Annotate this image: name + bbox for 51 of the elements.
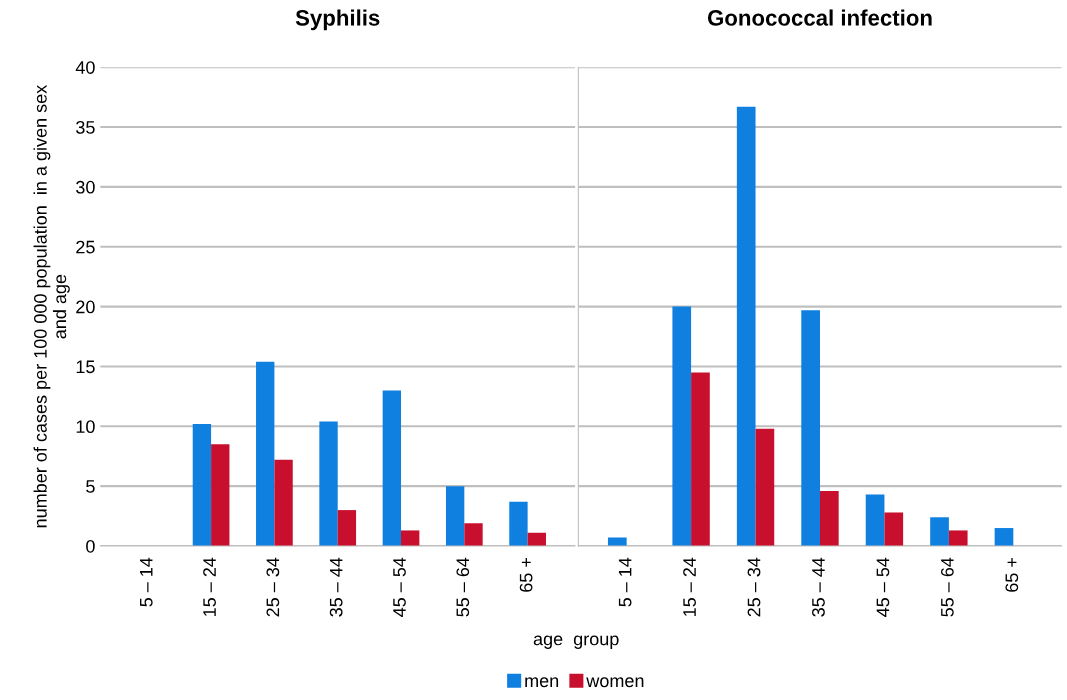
- x-tick-label: 45 – 54: [393, 557, 406, 617]
- bar: [865, 494, 885, 546]
- y-tick-label: 25: [76, 240, 95, 254]
- x-tick-label: 15 – 24: [683, 557, 696, 616]
- x-tick-label: 5 – 14: [618, 557, 632, 607]
- chart-title: Gonococcal infection: [707, 9, 932, 26]
- bar: [994, 528, 1014, 546]
- x-axis-title: age group: [533, 635, 619, 649]
- bar: [736, 106, 756, 546]
- bar: [274, 459, 293, 546]
- bar: [382, 390, 402, 546]
- chart-title: Syphilis: [295, 9, 380, 31]
- x-tick-label: 15 – 24: [203, 557, 216, 616]
- bar: [464, 523, 483, 546]
- y-axis-title: number of cases per 100 000 population in a given sex and age: [33, 84, 70, 528]
- legend-label: men: [525, 677, 559, 688]
- bar: [801, 310, 820, 546]
- bar: [930, 517, 949, 546]
- bar: [256, 361, 275, 546]
- x-tick-label: 25 – 34: [747, 557, 761, 617]
- y-tick-label: 20: [76, 300, 95, 314]
- bar: [948, 530, 968, 546]
- bar: [319, 421, 338, 546]
- bar: [445, 486, 465, 546]
- bar: [755, 428, 775, 546]
- y-tick-label: 15: [76, 360, 95, 374]
- x-tick-label: 45 – 54: [876, 557, 890, 617]
- x-tick-label: 5 – 14: [140, 557, 153, 607]
- y-tick-label: 30: [76, 180, 95, 194]
- x-tick-label: 35 – 44: [812, 557, 825, 617]
- bar: [337, 510, 357, 546]
- bar: [192, 423, 212, 546]
- y-tick-label: 10: [76, 420, 95, 434]
- bar: [691, 372, 710, 546]
- bar: [884, 512, 904, 546]
- x-tick-label: 55 – 64: [940, 557, 954, 617]
- legend-label: women: [586, 677, 644, 688]
- bar: [672, 306, 692, 546]
- x-tick-label: 55 – 64: [456, 557, 470, 617]
- y-tick-label: 5: [86, 480, 95, 493]
- bar: [819, 490, 839, 546]
- y-tick-label: 35: [76, 120, 95, 134]
- bar: [509, 501, 528, 546]
- bar: [401, 530, 420, 546]
- x-tick-label: 25 – 34: [266, 557, 280, 617]
- x-tick-label: 65 +: [519, 558, 533, 592]
- y-tick-label: 40: [75, 61, 95, 74]
- x-tick-label: 35 – 44: [329, 557, 343, 617]
- x-tick-label: 65 +: [1005, 558, 1019, 592]
- y-tick-label: 0: [86, 539, 95, 553]
- bar: [211, 444, 230, 546]
